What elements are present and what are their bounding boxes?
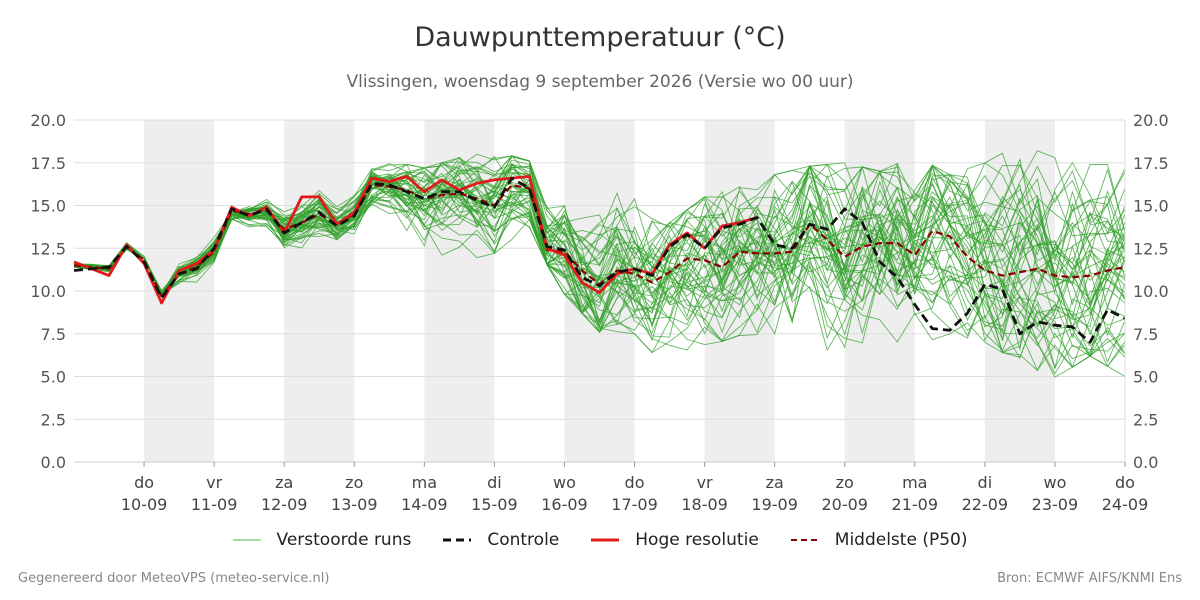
x-tick-day: zo (345, 473, 363, 492)
y-tick-label-left: 12.5 (30, 239, 66, 258)
legend-item-control: Controle (443, 530, 559, 550)
y-tick-label-right: 10.0 (1133, 282, 1169, 301)
x-tick-date: 18-09 (681, 495, 728, 514)
series-line-controle (73, 176, 1126, 344)
y-tick-label-right: 0.0 (1133, 453, 1158, 472)
y-tick-label-right: 15.0 (1133, 197, 1169, 216)
x-tick-date: 13-09 (331, 495, 378, 514)
x-tick-day: do (134, 473, 154, 492)
x-tick-date: 24-09 (1102, 495, 1149, 514)
x-tick-date: 14-09 (401, 495, 448, 514)
y-tick-label-left: 20.0 (30, 111, 66, 130)
x-tick-day: za (275, 473, 293, 492)
legend-item-perturbed: Verstoorde runs (232, 530, 412, 550)
x-tick-day: za (766, 473, 784, 492)
legend-label-control: Controle (487, 530, 560, 550)
y-tick-label-right: 20.0 (1133, 111, 1169, 130)
x-tick-day: di (487, 473, 502, 492)
x-tick-day: vr (206, 473, 222, 492)
axes-group: 0.0 0.0 2.5 2.5 5.0 5.0 7.5 7.5 10.0 10.0 12.5 12.5… (30, 111, 1168, 514)
y-tick-label-left: 7.5 (41, 325, 66, 344)
x-tick-date: 10-09 (121, 495, 168, 514)
legend-swatch-perturbed (232, 539, 261, 541)
x-tick-day: zo (836, 473, 854, 492)
x-tick-day: ma (412, 473, 437, 492)
perturbed-run-45 (73, 181, 1126, 350)
series-line-hoge-resolutie (73, 174, 758, 305)
perturbed-run-46 (73, 163, 1126, 354)
y-tick-label-left: 0.0 (41, 453, 66, 472)
perturbed-run-7 (73, 153, 1126, 316)
x-tick-day: ma (902, 473, 927, 492)
legend-item-median: Middelste (P50) (790, 530, 968, 550)
chart-subtitle: Vlissingen, woensdag 9 september 2026 (V… (346, 72, 854, 92)
y-tick-label-right: 7.5 (1133, 325, 1158, 344)
y-tick-label-right: 5.0 (1133, 368, 1158, 387)
footer-source: Bron: ECMWF AIFS/KNMI Ens (997, 571, 1182, 586)
x-tick-day: wo (553, 473, 576, 492)
x-tick-date: 19-09 (751, 495, 798, 514)
x-tick-date: 11-09 (191, 495, 238, 514)
x-tick-day: wo (1043, 473, 1066, 492)
perturbed-run-34 (73, 155, 1126, 328)
footer-generated-by: Gegenereerd door MeteoVPS (meteo-service… (18, 571, 330, 586)
x-tick-date: 21-09 (892, 495, 939, 514)
legend-swatch-control (443, 538, 472, 542)
x-tick-day: do (625, 473, 645, 492)
x-tick-day: vr (697, 473, 713, 492)
chart-title: Dauwpunttemperatuur (°C) (414, 22, 786, 53)
legend: Verstoorde runs Controle Hoge resolutie … (0, 530, 1200, 550)
y-tick-label-left: 15.0 (30, 197, 66, 216)
perturbed-run-42 (73, 174, 1126, 339)
legend-label-median: Middelste (P50) (834, 530, 968, 550)
legend-swatch-highres (591, 538, 620, 542)
legend-swatch-median (790, 539, 819, 541)
x-tick-date: 16-09 (541, 495, 588, 514)
perturbed-run-49 (73, 155, 1126, 351)
y-tick-label-left: 5.0 (41, 368, 66, 387)
x-tick-date: 20-09 (821, 495, 868, 514)
x-tick-date: 12-09 (261, 495, 308, 514)
legend-item-highres: Hoge resolutie (591, 530, 759, 550)
y-tick-label-left: 2.5 (41, 410, 66, 429)
x-tick-date: 15-09 (471, 495, 518, 514)
perturbed-run-43 (73, 171, 1126, 319)
legend-label-highres: Hoge resolutie (635, 530, 759, 550)
x-tick-day: do (1115, 473, 1135, 492)
x-tick-day: di (978, 473, 993, 492)
x-tick-date: 22-09 (962, 495, 1009, 514)
y-tick-label-right: 12.5 (1133, 239, 1169, 258)
x-tick-date: 23-09 (1032, 495, 1079, 514)
main-series-group (73, 174, 1126, 344)
y-tick-label-left: 17.5 (30, 154, 66, 173)
y-tick-label-right: 2.5 (1133, 410, 1158, 429)
x-tick-date: 17-09 (611, 495, 658, 514)
y-tick-label-right: 17.5 (1133, 154, 1169, 173)
y-tick-label-left: 10.0 (30, 282, 66, 301)
legend-label-perturbed: Verstoorde runs (276, 530, 412, 550)
